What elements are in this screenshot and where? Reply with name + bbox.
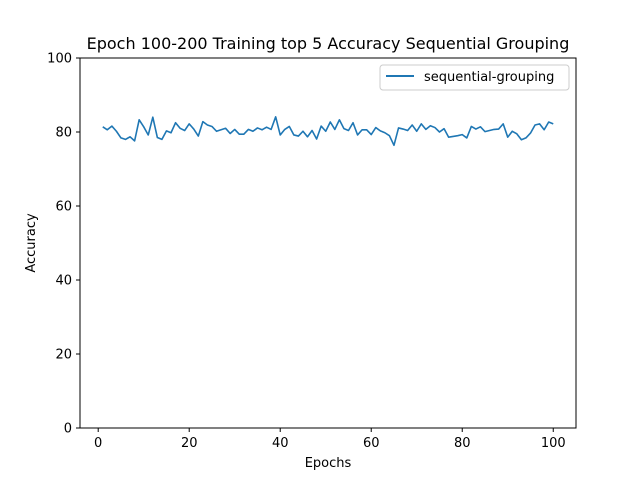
x-axis-label: Epochs [305, 456, 352, 471]
x-tick-label: 80 [454, 436, 471, 451]
plot-area [80, 58, 576, 428]
y-tick-label: 100 [47, 52, 72, 67]
x-tick-label: 60 [363, 436, 380, 451]
y-axis-label: Accuracy [24, 213, 39, 273]
plot-frame [79, 57, 577, 429]
y-tick-label: 80 [55, 126, 72, 141]
y-tick-label: 40 [55, 274, 72, 289]
legend-label: sequential-grouping [424, 70, 554, 85]
x-tick-label: 100 [541, 436, 566, 451]
y-tick-label: 20 [55, 348, 72, 363]
legend: sequential-grouping [379, 64, 570, 91]
plot-lines [102, 116, 554, 147]
y-tick-label: 0 [64, 422, 72, 437]
legend-box [379, 64, 570, 91]
chart-title: Epoch 100-200 Training top 5 Accuracy Se… [87, 34, 570, 53]
x-axis-ticks: 0 20 40 60 80 100 [94, 428, 566, 451]
y-axis-ticks: 0 20 40 60 80 100 [47, 52, 80, 437]
x-tick-label: 40 [272, 436, 289, 451]
series-line-sequential-grouping [102, 116, 554, 147]
x-tick-label: 20 [181, 436, 198, 451]
x-tick-label: 0 [94, 436, 102, 451]
y-tick-label: 60 [55, 200, 72, 215]
